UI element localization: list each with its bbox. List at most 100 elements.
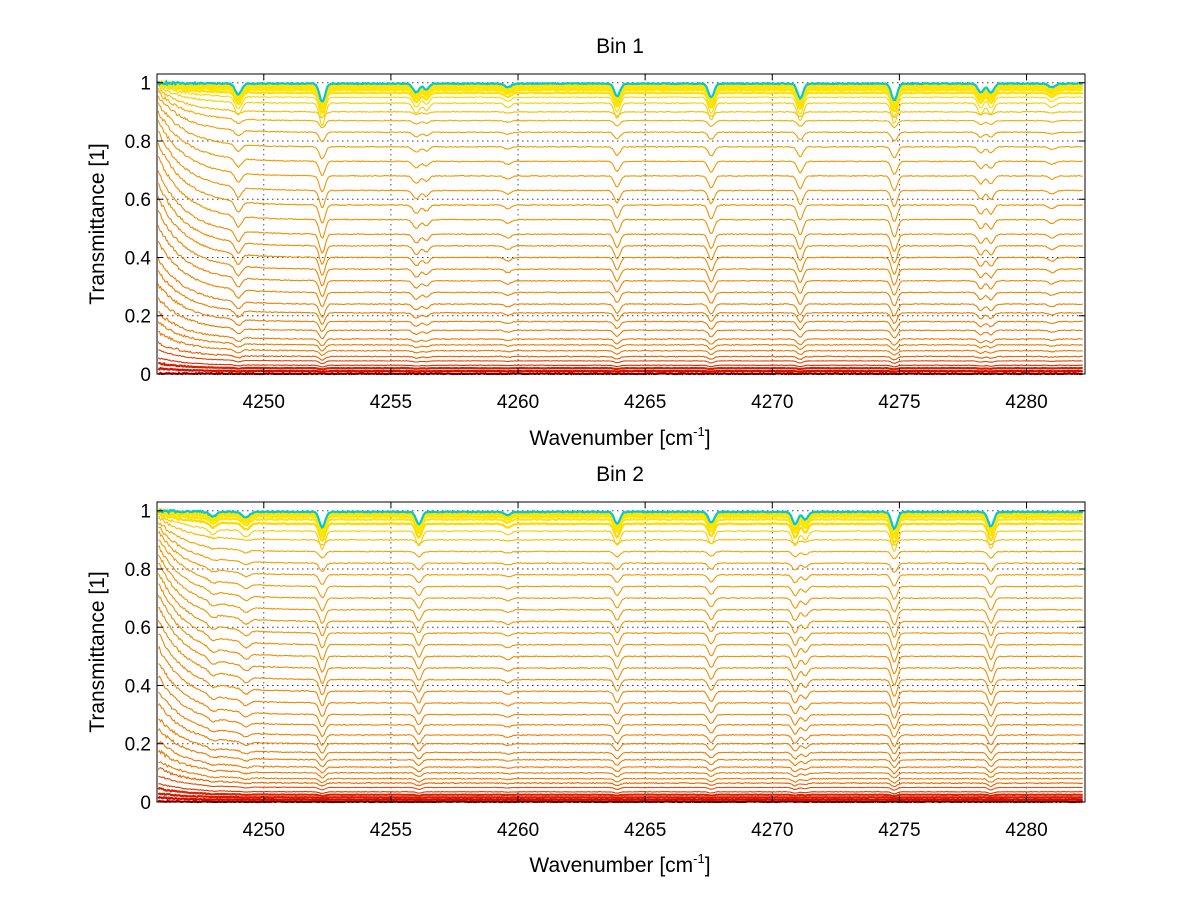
series-line (157, 321, 1083, 352)
series-line (157, 283, 1083, 333)
series-line (157, 85, 1083, 126)
series-line (157, 645, 1083, 719)
y-tick-label: 0.8 (125, 560, 151, 581)
series-line (157, 120, 1083, 193)
x-axis-label-main: Wavenumber [cm (529, 854, 693, 877)
x-tick-label: 4250 (243, 820, 285, 841)
x-tick-label: 4270 (751, 820, 793, 841)
series-line (158, 361, 1083, 371)
series-line (157, 573, 1083, 651)
y-tick-label: 0.6 (125, 618, 151, 639)
ticks: 4250 4255 4260 4265 4270 4275 4280 0 0.2 0.4 0.6 0.… (125, 502, 1085, 841)
series-line (157, 257, 1083, 318)
series-group (157, 507, 1084, 804)
series-line (157, 795, 1083, 802)
series-line (158, 349, 1083, 365)
x-tick-label: 4265 (624, 820, 666, 841)
series-line (157, 766, 1083, 788)
plot-area (156, 73, 1086, 375)
panel-title: Bin 1 (596, 35, 644, 58)
y-tick-label: 0.4 (125, 676, 152, 697)
series-group (157, 79, 1084, 376)
series-line (157, 508, 1084, 531)
ticks: 4250 4255 4260 4265 4270 4275 4280 0 0.2 0.4 0.6 0.… (125, 74, 1085, 413)
x-axis-label: Wavenumber [cm-1] (529, 424, 710, 450)
y-tick-label: 0 (140, 365, 151, 386)
x-axis-label-main: Wavenumber [cm (529, 427, 693, 450)
series-line (158, 760, 1083, 784)
series-line (157, 79, 1083, 103)
series-line (157, 182, 1084, 266)
plot-area (156, 501, 1086, 803)
series-line (158, 740, 1083, 775)
series-line (157, 90, 1083, 129)
x-tick-label: 4275 (878, 820, 920, 841)
series-line (158, 783, 1083, 795)
series-line (158, 633, 1083, 709)
series-line (157, 522, 1083, 560)
y-tick-label: 0.6 (125, 190, 151, 211)
series-line (157, 95, 1083, 143)
y-axis-label: Transmittance [1] (86, 571, 109, 732)
series-line (157, 240, 1083, 307)
series-line (157, 530, 1083, 587)
y-tick-label: 1 (140, 74, 151, 95)
series-line (157, 170, 1083, 254)
series-line (158, 330, 1083, 357)
series-line (157, 727, 1083, 769)
series-line (157, 102, 1083, 160)
series-line (157, 366, 1083, 373)
series-line (157, 357, 1083, 368)
series-line (157, 675, 1083, 738)
y-tick-label: 0.4 (125, 248, 152, 269)
x-tick-label: 4255 (370, 392, 412, 413)
series-line (157, 210, 1083, 287)
x-tick-label: 4280 (1005, 392, 1047, 413)
series-line (157, 270, 1083, 325)
series-line (157, 196, 1083, 276)
series-line (158, 517, 1083, 546)
y-tick-label: 0 (140, 793, 151, 814)
x-axis-label: Wavenumber [cm-1] (529, 851, 710, 877)
series-line (158, 775, 1083, 791)
x-tick-label: 4260 (497, 392, 539, 413)
series-line (157, 554, 1083, 626)
series-line (158, 663, 1083, 730)
x-tick-label: 4250 (243, 392, 285, 413)
x-axis-label-end: ] (705, 854, 711, 877)
y-tick-label: 0.2 (125, 735, 151, 756)
y-tick-label: 1 (140, 502, 151, 523)
x-axis-label-superscript: -1 (693, 851, 705, 866)
series-line (157, 513, 1083, 553)
series-line (157, 130, 1083, 208)
series-line (157, 83, 1083, 120)
grid (157, 502, 1085, 802)
panel-bin-1: Bin 1 4250 4255 4260 4265 4270 4275 4280 0 0.2 0.… (86, 35, 1086, 450)
series-line (157, 142, 1083, 224)
y-tick-label: 0.2 (125, 307, 151, 328)
x-tick-label: 4270 (751, 392, 793, 413)
series-line (157, 155, 1083, 239)
series-line (158, 606, 1083, 686)
x-tick-label: 4265 (624, 392, 666, 413)
series-line (157, 594, 1083, 675)
y-axis-label: Transmittance [1] (86, 143, 109, 304)
panel-title: Bin 2 (596, 463, 644, 486)
x-tick-label: 4275 (878, 392, 920, 413)
series-line (157, 225, 1083, 297)
series-line (157, 786, 1083, 798)
series-line (158, 526, 1083, 573)
x-tick-label: 4260 (497, 820, 539, 841)
series-line (157, 87, 1083, 119)
series-line (157, 110, 1083, 177)
series-line (157, 297, 1083, 340)
series-line (158, 718, 1083, 762)
series-line (158, 562, 1083, 639)
x-axis-label-superscript: -1 (693, 424, 705, 439)
y-tick-label: 0.8 (125, 132, 151, 153)
series-line (158, 583, 1083, 663)
series-line (157, 792, 1083, 800)
series-line (157, 539, 1083, 601)
panel-bin-2: Bin 2 4250 4255 4260 4265 4270 4275 4280 0 0.2 0.… (86, 463, 1086, 877)
